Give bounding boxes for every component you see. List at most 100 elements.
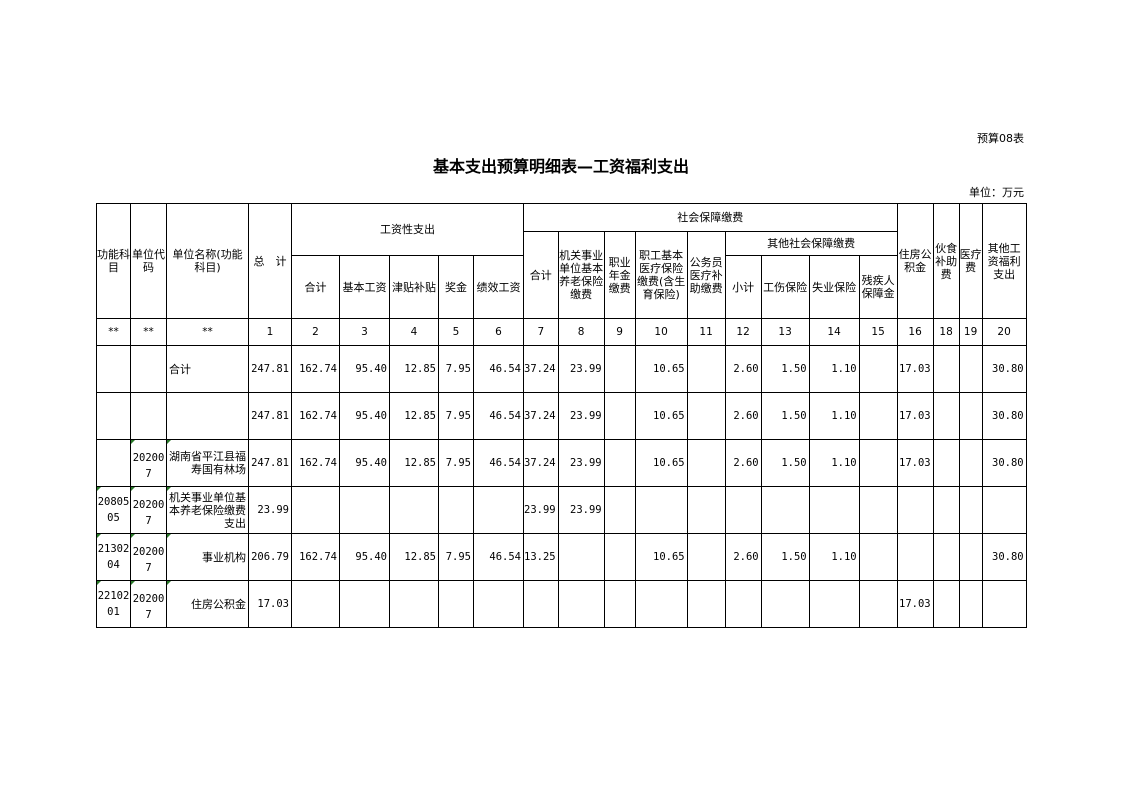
amount-cell	[438, 580, 474, 628]
amount-cell: 7.95	[438, 533, 474, 581]
unit-label: 单位：万元	[969, 186, 1024, 199]
amount-cell	[958, 580, 983, 628]
amount-cell: 23.99	[557, 345, 605, 393]
amount-cell	[958, 345, 983, 393]
amount-cell: 17.03	[896, 345, 934, 393]
unit-name-cell: 合计	[166, 345, 249, 393]
func-code-cell	[96, 439, 131, 487]
amount-cell	[603, 580, 636, 628]
budget-table: 功能科目 单位代码 单位名称(功能科目) 总 计 工资性支出 社会保障缴费 住房…	[96, 203, 1027, 628]
amount-cell	[389, 580, 439, 628]
amount-cell: 23.99	[557, 439, 605, 487]
amount-cell	[958, 533, 983, 581]
header-other-soc: 其他社会保障缴费	[724, 231, 898, 256]
cell-text: 住房公积金	[191, 597, 246, 611]
amount-cell	[291, 580, 340, 628]
unit-name-cell: 机关事业单位基本养老保险缴费支出	[166, 486, 249, 534]
amount-cell: 23.99	[248, 486, 292, 534]
amount-cell	[932, 345, 960, 393]
cell-text: 合计	[169, 362, 191, 376]
column-number: 7	[523, 318, 559, 346]
cell-text: 202007	[132, 452, 165, 480]
cell-text	[168, 398, 248, 434]
amount-cell: 17.03	[896, 392, 934, 440]
header-allow: 津贴补贴	[389, 255, 439, 319]
amount-cell: 13.25	[523, 533, 559, 581]
cell-text: 202007	[132, 499, 165, 527]
header-other: 其他工资福利支出	[981, 203, 1027, 319]
amount-cell	[858, 439, 898, 487]
amount-cell	[686, 533, 726, 581]
cell-text	[98, 351, 130, 387]
header-medical: 职工基本医疗保险缴费(含生育保险)	[634, 231, 688, 319]
amount-cell: 23.99	[557, 392, 605, 440]
amount-cell	[686, 486, 726, 534]
amount-cell: 247.81	[248, 439, 292, 487]
column-number: 10	[634, 318, 688, 346]
header-wage: 工资性支出	[291, 203, 524, 256]
amount-cell	[557, 533, 605, 581]
amount-cell: 23.99	[523, 486, 559, 534]
amount-cell: 10.65	[634, 533, 688, 581]
amount-cell: 162.74	[291, 392, 340, 440]
amount-cell: 30.80	[981, 392, 1027, 440]
cell-text: 202007	[132, 546, 165, 574]
cell-text	[98, 398, 130, 434]
unit-name-cell: 事业机构	[166, 533, 249, 581]
amount-cell	[523, 580, 559, 628]
amount-cell	[686, 580, 726, 628]
unit-code-cell: 202007	[130, 486, 167, 534]
func-code-cell: 2080505	[96, 486, 131, 534]
amount-cell	[932, 486, 960, 534]
amount-cell	[981, 486, 1027, 534]
unit-code-cell: 202007	[130, 580, 167, 628]
amount-cell: 95.40	[339, 533, 390, 581]
amount-cell: 10.65	[634, 392, 688, 440]
amount-cell: 1.10	[808, 392, 860, 440]
amount-cell: 1.50	[760, 439, 810, 487]
func-code-cell: 2210201	[96, 580, 131, 628]
amount-cell: 1.10	[808, 533, 860, 581]
column-number: 13	[760, 318, 810, 346]
amount-cell: 46.54	[473, 533, 524, 581]
amount-cell: 7.95	[438, 392, 474, 440]
cell-text: 机关事业单位基本养老保险缴费支出	[169, 492, 246, 528]
column-number: 4	[389, 318, 439, 346]
amount-cell	[932, 580, 960, 628]
header-pension: 机关事业单位基本养老保险缴费	[557, 231, 605, 319]
amount-cell	[634, 486, 688, 534]
column-number: 20	[981, 318, 1027, 346]
header-total: 总 计	[248, 203, 292, 319]
amount-cell	[760, 580, 810, 628]
amount-cell	[686, 439, 726, 487]
amount-cell: 30.80	[981, 533, 1027, 581]
amount-cell	[896, 486, 934, 534]
column-number: 19	[958, 318, 983, 346]
column-number: 12	[724, 318, 762, 346]
header-func: 功能科目	[96, 203, 131, 319]
column-number: 2	[291, 318, 340, 346]
header-code: 单位代码	[130, 203, 167, 319]
amount-cell: 23.99	[557, 486, 605, 534]
amount-cell	[858, 392, 898, 440]
amount-cell	[858, 486, 898, 534]
amount-cell: 17.03	[896, 580, 934, 628]
unit-code-cell	[130, 392, 167, 440]
header-disab: 残疾人保障金	[858, 255, 898, 319]
cell-text	[132, 347, 166, 392]
amount-cell: 206.79	[248, 533, 292, 581]
amount-cell	[686, 392, 726, 440]
amount-cell	[724, 486, 762, 534]
cell-text	[98, 445, 130, 481]
amount-cell: 7.95	[438, 439, 474, 487]
func-code-cell: 2130204	[96, 533, 131, 581]
column-number: 14	[808, 318, 860, 346]
amount-cell: 162.74	[291, 345, 340, 393]
header-perf: 绩效工资	[473, 255, 524, 319]
unit-code-cell: 202007	[130, 439, 167, 487]
amount-cell: 46.54	[473, 439, 524, 487]
header-civil-med: 公务员医疗补助缴费	[686, 231, 726, 319]
column-number: 9	[603, 318, 636, 346]
amount-cell: 1.50	[760, 345, 810, 393]
column-number: **	[96, 318, 131, 346]
